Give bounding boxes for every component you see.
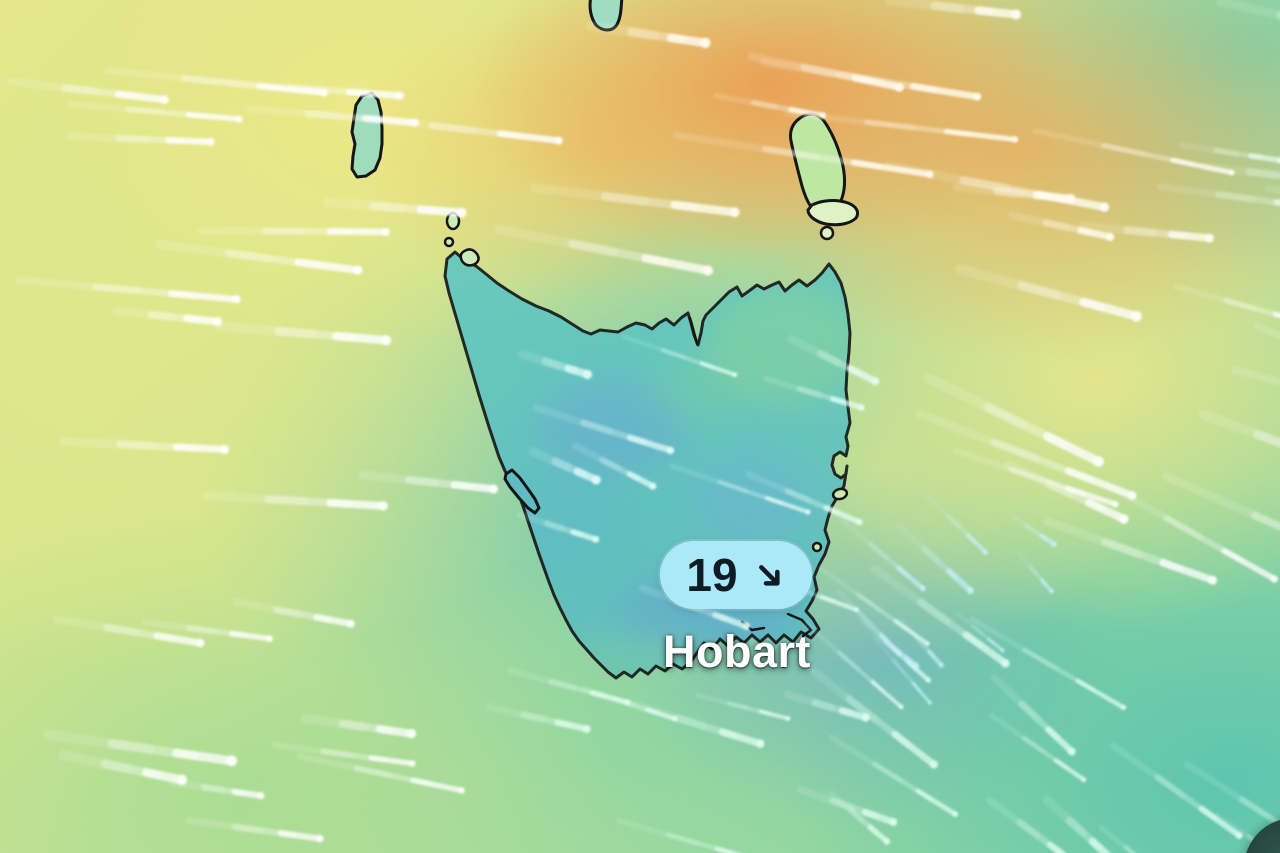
flinders-island-group — [789, 112, 860, 241]
king-island — [350, 91, 384, 179]
temperature-value: 19 — [686, 549, 738, 601]
wind-direction-arrow-icon — [758, 565, 780, 586]
station-label-pill[interactable]: 19 — [660, 541, 812, 609]
city-label[interactable]: Hobart — [663, 626, 811, 677]
tamar-river — [688, 316, 699, 346]
wind-streaks-layer — [6, 0, 1280, 853]
maria-island — [811, 487, 849, 553]
macquarie-harbour — [503, 468, 541, 515]
hunter-islets — [443, 211, 480, 267]
